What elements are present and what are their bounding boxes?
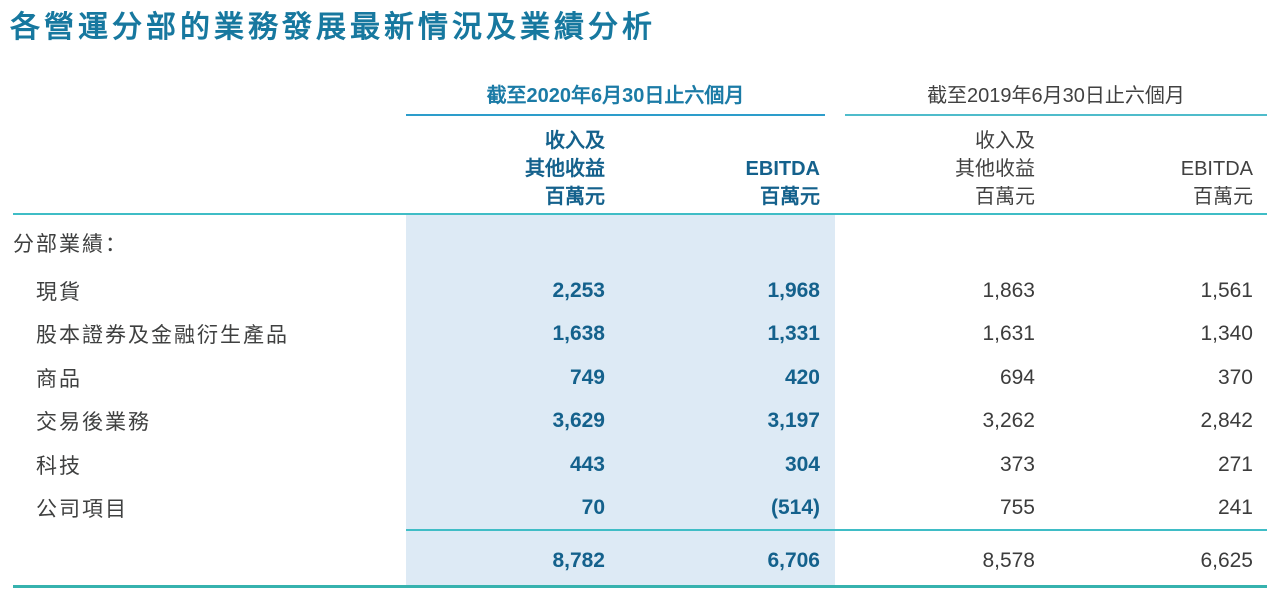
table-row-cash: 現貨 2,253 1,968 1,863 1,561 xyxy=(13,269,1267,313)
ebitda-2020-value: 3,197 xyxy=(767,409,820,433)
column-header-line xyxy=(605,127,820,155)
rule-above-total-row xyxy=(406,529,1267,531)
column-header-line: 其他收益 xyxy=(525,158,605,180)
revenue-2020-value: 3,629 xyxy=(552,409,605,433)
table-row-corporate-items: 公司項目 70 (514) 755 241 xyxy=(13,487,1267,531)
total-row-label xyxy=(13,555,406,561)
ebitda-2019-value: 1,340 xyxy=(1200,322,1253,346)
column-header-line: 其他收益 xyxy=(955,158,1035,180)
rule-under-2019-header xyxy=(845,114,1267,116)
total-ebitda-2019-value: 6,625 xyxy=(1200,548,1253,572)
revenue-2020-value: 2,253 xyxy=(552,278,605,302)
column-header-line: 百萬元 xyxy=(1193,186,1253,208)
column-header-line: 收入及 xyxy=(545,130,605,152)
ebitda-2019-value: 370 xyxy=(1217,365,1253,389)
page-title: 各營運分部的業務發展最新情況及業績分析 xyxy=(10,11,656,44)
ebitda-2020-value: 420 xyxy=(784,365,820,389)
column-header-line: EBITDA xyxy=(745,158,820,180)
column-header-ebitda-2020: EBITDA 百萬元 xyxy=(605,127,820,211)
period-header-2020: 截至2020年6月30日止六個月 xyxy=(486,84,745,107)
column-header-ebitda-2019: EBITDA 百萬元 xyxy=(1035,127,1253,211)
section-label: 分部業績： xyxy=(13,233,128,256)
column-header-line: EBITDA xyxy=(1180,158,1253,180)
table-body: 分部業績： 現貨 2,253 1,968 1,863 1,561 股本證券及金融… xyxy=(13,217,1267,585)
revenue-2020-value: 443 xyxy=(569,452,605,476)
ebitda-2020-value: 1,331 xyxy=(767,322,820,346)
revenue-2019-value: 1,863 xyxy=(982,278,1035,302)
table-row-commodities: 商品 749 420 694 370 xyxy=(13,356,1267,400)
rule-table-top xyxy=(13,213,1267,215)
ebitda-2019-value: 2,842 xyxy=(1200,409,1253,433)
revenue-2020-value: 1,638 xyxy=(552,322,605,346)
ebitda-2019-value: 241 xyxy=(1217,496,1253,520)
row-label: 商品 xyxy=(36,367,82,391)
ebitda-2019-value: 271 xyxy=(1217,452,1253,476)
ebitda-2020-value: 1,968 xyxy=(767,278,820,302)
revenue-2019-value: 3,262 xyxy=(982,409,1035,433)
column-header-line: 百萬元 xyxy=(975,186,1035,208)
row-label: 股本證券及金融衍生產品 xyxy=(36,324,289,348)
column-header-revenue-2020: 收入及 其他收益 百萬元 xyxy=(406,127,605,211)
total-ebitda-2020-value: 6,706 xyxy=(767,548,820,572)
rule-table-bottom xyxy=(13,585,1267,588)
total-revenue-2020-value: 8,782 xyxy=(552,548,605,572)
ebitda-2020-value: 304 xyxy=(784,452,820,476)
column-header-line xyxy=(1035,127,1253,155)
column-header-line: 百萬元 xyxy=(545,186,605,208)
section-header-row: 分部業績： xyxy=(13,217,1267,269)
total-revenue-2019-value: 8,578 xyxy=(982,548,1035,572)
ebitda-2020-value: (514) xyxy=(770,496,820,520)
table-row-technology: 科技 443 304 373 271 xyxy=(13,443,1267,487)
row-label: 科技 xyxy=(36,454,82,478)
period-header-2019: 截至2019年6月30日止六個月 xyxy=(927,84,1185,107)
table-total-row: 8,782 6,706 8,578 6,625 xyxy=(13,530,1267,585)
revenue-2020-value: 70 xyxy=(581,496,605,520)
table-row-equities-derivatives: 股本證券及金融衍生產品 1,638 1,331 1,631 1,340 xyxy=(13,313,1267,357)
column-header-revenue-2019: 收入及 其他收益 百萬元 xyxy=(835,127,1035,211)
revenue-2019-value: 694 xyxy=(999,365,1035,389)
column-header-line: 百萬元 xyxy=(760,186,820,208)
revenue-2019-value: 1,631 xyxy=(982,322,1035,346)
revenue-2019-value: 373 xyxy=(999,452,1035,476)
revenue-2020-value: 749 xyxy=(569,365,605,389)
revenue-2019-value: 755 xyxy=(999,496,1035,520)
column-header-line: 收入及 xyxy=(975,130,1035,152)
rule-under-2020-header xyxy=(406,114,825,116)
ebitda-2019-value: 1,561 xyxy=(1200,278,1253,302)
row-label: 公司項目 xyxy=(36,498,128,522)
table-row-post-trade: 交易後業務 3,629 3,197 3,262 2,842 xyxy=(13,400,1267,444)
row-label: 現貨 xyxy=(36,280,82,304)
highlight-2020-columns xyxy=(406,215,835,585)
row-label: 交易後業務 xyxy=(36,411,151,435)
